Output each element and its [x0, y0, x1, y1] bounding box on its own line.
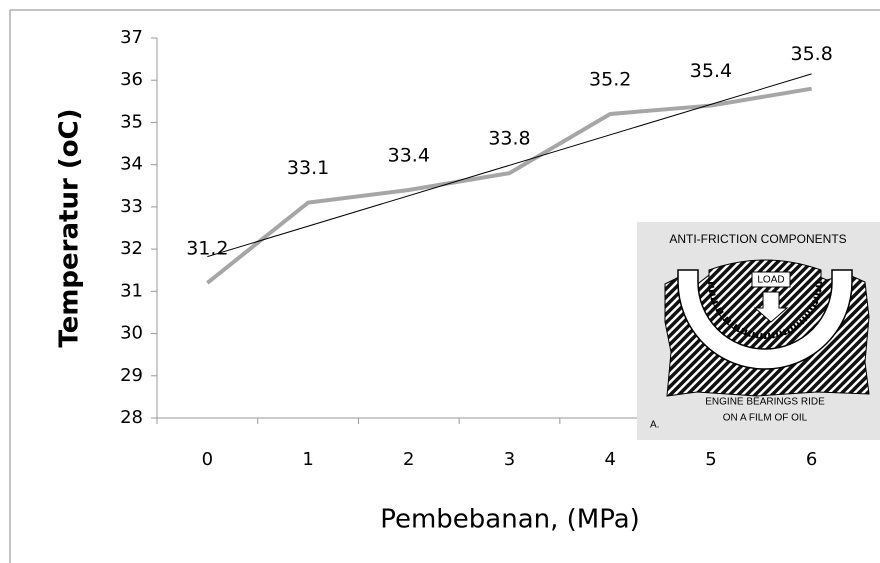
- data-label: 33.8: [488, 128, 530, 150]
- y-tick-label: 34: [120, 154, 143, 175]
- y-tick-label: 31: [120, 280, 143, 301]
- y-tick-label: 28: [120, 407, 143, 428]
- x-tick-label: 3: [504, 449, 515, 470]
- x-tick-label: 2: [403, 449, 414, 470]
- y-tick-label: 35: [120, 111, 143, 132]
- x-tick-label: 4: [604, 449, 615, 470]
- inset-caption: ENGINE BEARINGS RIDE: [705, 397, 825, 408]
- data-label: 35.2: [589, 69, 631, 91]
- y-tick-label: 37: [120, 27, 143, 48]
- x-tick-label: 0: [202, 449, 213, 470]
- inset-figure: ANTI-FRICTION COMPONENTS LOAD ENGINE BEA…: [637, 222, 880, 440]
- x-axis-title: Pembebanan, (MPa): [380, 505, 640, 535]
- y-tick-label: 32: [120, 238, 143, 259]
- y-tick-label: 29: [120, 365, 143, 386]
- data-label: 33.4: [388, 145, 430, 167]
- x-tick-label: 6: [806, 449, 817, 470]
- y-tick-label: 36: [120, 69, 143, 90]
- x-tick-label: 5: [705, 449, 716, 470]
- inset-tag: A.: [650, 420, 659, 431]
- inset-caption: ON A FILM OF OIL: [723, 413, 808, 424]
- data-label: 33.1: [287, 157, 329, 179]
- y-tick-label: 30: [120, 323, 143, 344]
- load-label: LOAD: [757, 275, 784, 286]
- chart: Temperatur (oC) Pembebanan, (MPa) 282930…: [0, 0, 880, 563]
- x-tick-label: 1: [302, 449, 313, 470]
- inset-title: ANTI-FRICTION COMPONENTS: [669, 232, 846, 246]
- y-axis-title: Temperatur (oC): [55, 108, 85, 347]
- y-tick-label: 33: [120, 196, 143, 217]
- data-label: 35.4: [690, 60, 732, 82]
- data-label: 31.2: [186, 237, 228, 259]
- data-label: 35.8: [790, 43, 832, 65]
